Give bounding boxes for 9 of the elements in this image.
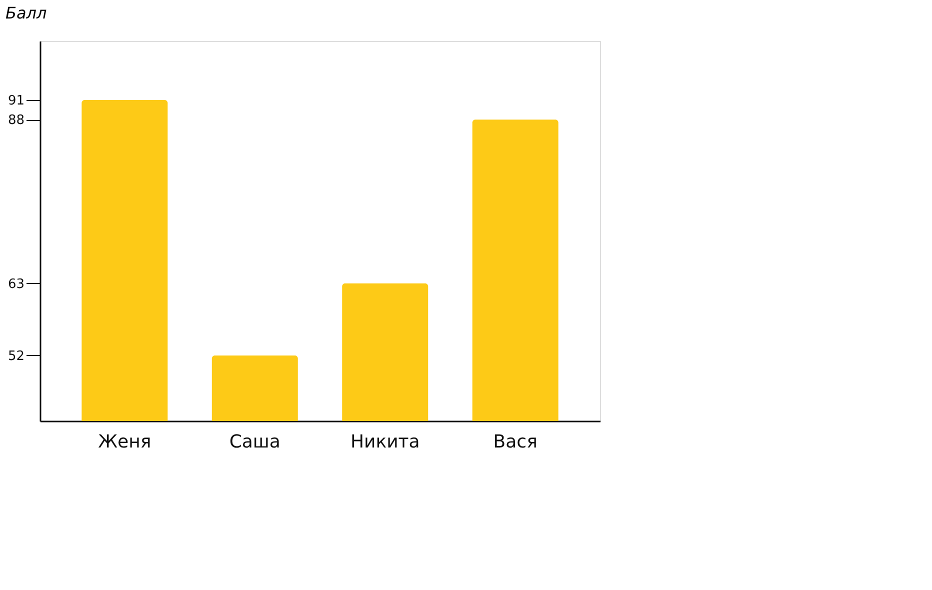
x-tick-label: Саша (229, 432, 280, 452)
x-tick-label: Никита (350, 432, 420, 452)
y-axis-title: Балл (6, 4, 47, 22)
x-tick-label: Вася (493, 432, 538, 452)
y-tick-label: 91 (8, 93, 24, 108)
x-tick-label: Женя (98, 432, 152, 452)
y-tick-label: 63 (8, 276, 24, 292)
y-tick-label: 88 (8, 113, 24, 128)
y-tick-label: 52 (8, 348, 24, 364)
